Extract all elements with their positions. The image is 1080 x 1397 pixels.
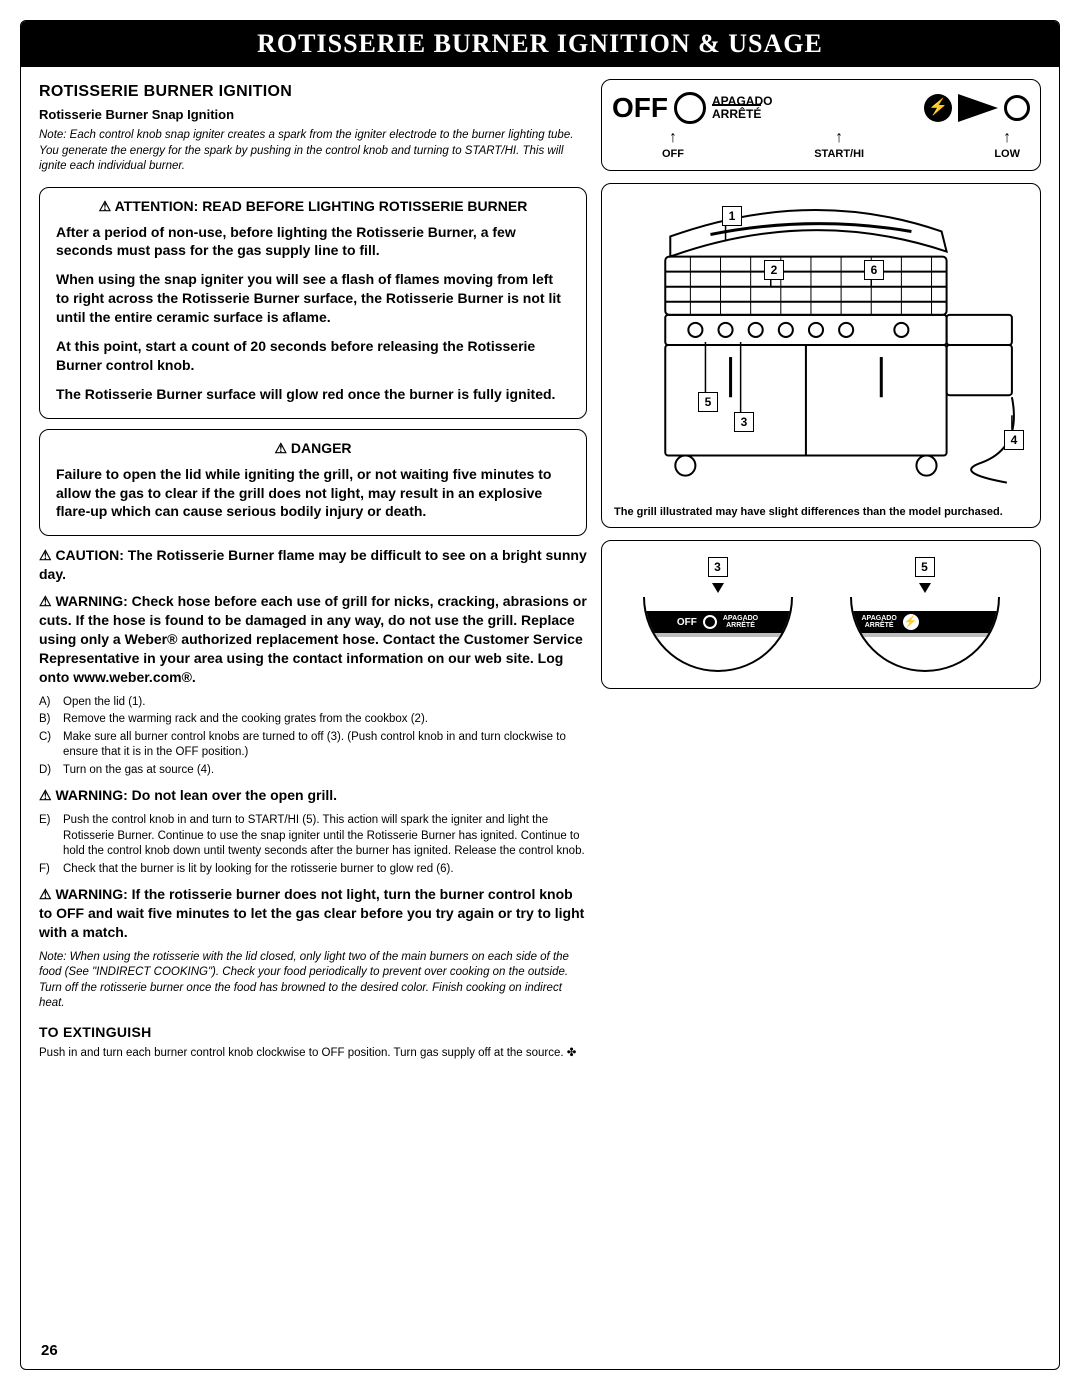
knob-left: 3 OFF APAGADO ARRÊTÉ	[643, 557, 793, 672]
step-a-text: Open the lid (1).	[63, 695, 145, 711]
dial-off-label: OFF	[612, 92, 668, 124]
section-heading: ROTISSERIE BURNER IGNITION	[39, 83, 587, 101]
step-f-text: Check that the burner is lit by looking …	[63, 862, 454, 878]
note-indirect: Note: When using the rotisserie with the…	[39, 950, 587, 1012]
content-columns: ROTISSERIE BURNER IGNITION Rotisserie Bu…	[21, 67, 1059, 1105]
pos-low-label: LOW	[994, 148, 1020, 160]
warning-hose: ⚠ WARNING: Check hose before each use of…	[39, 592, 587, 686]
steps-list-1: A)Open the lid (1). B)Remove the warming…	[39, 695, 587, 779]
attention-p3: At this point, start a count of 20 secon…	[56, 337, 570, 375]
attention-p2: When using the snap igniter you will see…	[56, 270, 570, 327]
grill-line-art	[610, 192, 1032, 502]
triangle-down-icon-2	[919, 583, 931, 593]
dial-positions: ↑OFF ↑START/HI ↑LOW	[610, 124, 1032, 162]
knob-left-num: 3	[708, 557, 728, 577]
sub-heading: Rotisserie Burner Snap Ignition	[39, 107, 587, 122]
page-number: 26	[41, 1342, 58, 1359]
attention-title: ⚠ ATTENTION: READ BEFORE LIGHTING ROTISS…	[56, 198, 570, 215]
knob-right-strip: APAGADO ARRÊTÉ ⚡	[852, 611, 998, 633]
knob-diagram: 3 OFF APAGADO ARRÊTÉ	[601, 540, 1041, 689]
step-b: B)Remove the warming rack and the cookin…	[39, 712, 587, 728]
step-c-text: Make sure all burner control knobs are t…	[63, 730, 587, 761]
dial-multilang: APAGADO ARRÊTÉ	[712, 95, 772, 121]
knob-left-body: OFF APAGADO ARRÊTÉ	[643, 597, 793, 672]
knob-right-arrete: ARRÊTÉ	[865, 622, 894, 629]
step-e: E)Push the control knob in and turn to S…	[39, 813, 587, 860]
flame-icon	[1004, 95, 1030, 121]
dial-arrete: ARRÊTÉ	[712, 104, 761, 121]
danger-box: ⚠ DANGER Failure to open the lid while i…	[39, 429, 587, 537]
knob-right-tiny: APAGADO ARRÊTÉ	[862, 615, 897, 629]
callout-3: 3	[734, 412, 754, 432]
pos-start: ↑START/HI	[814, 130, 864, 160]
callout-6: 6	[864, 260, 884, 280]
page-frame: ROTISSERIE BURNER IGNITION & USAGE ROTIS…	[20, 20, 1060, 1370]
knob-right: 5 APAGADO ARRÊTÉ ⚡	[850, 557, 1000, 672]
grill-diagram: 1 2 6 5 3 4 The grill illustrated may ha…	[601, 183, 1041, 528]
warning-nolite: ⚠ WARNING: If the rotisserie burner does…	[39, 885, 587, 942]
grill-svg: 1 2 6 5 3 4	[610, 192, 1032, 502]
pos-off-label: OFF	[662, 148, 684, 160]
spark-icon: ⚡	[924, 94, 952, 122]
knob-right-num: 5	[915, 557, 935, 577]
pos-off: ↑OFF	[662, 130, 684, 160]
extinguish-text: Push in and turn each burner control kno…	[39, 1046, 587, 1062]
danger-title: ⚠ DANGER	[56, 440, 570, 457]
callout-5: 5	[698, 392, 718, 412]
knob-left-tiny: APAGADO ARRÊTÉ	[723, 615, 758, 629]
danger-p1: Failure to open the lid while igniting t…	[56, 465, 570, 522]
attention-p1: After a period of non-use, before lighti…	[56, 223, 570, 261]
pos-low: ↑LOW	[994, 130, 1020, 160]
attention-p4: The Rotisserie Burner surface will glow …	[56, 385, 570, 404]
step-f: F)Check that the burner is lit by lookin…	[39, 862, 587, 878]
caution-sunny: ⚠ CAUTION: The Rotisserie Burner flame m…	[39, 546, 587, 584]
knob-left-strip: OFF APAGADO ARRÊTÉ	[645, 611, 791, 633]
knob-right-body: APAGADO ARRÊTÉ ⚡	[850, 597, 1000, 672]
right-column: OFF APAGADO ARRÊTÉ ⚡ ↑OFF ↑START/HI ↑LOW	[601, 79, 1041, 1065]
knob-left-arrete: ARRÊTÉ	[726, 622, 755, 629]
dial-row: OFF APAGADO ARRÊTÉ ⚡	[610, 88, 1032, 124]
dial-circle-icon	[674, 92, 706, 124]
pos-start-label: START/HI	[814, 148, 864, 160]
title-bar: ROTISSERIE BURNER IGNITION & USAGE	[21, 21, 1059, 67]
step-a: A)Open the lid (1).	[39, 695, 587, 711]
note-snap-ignition: Note: Each control knob snap igniter cre…	[39, 128, 587, 175]
dial-diagram: OFF APAGADO ARRÊTÉ ⚡ ↑OFF ↑START/HI ↑LOW	[601, 79, 1041, 171]
extinguish-heading: TO EXTINGUISH	[39, 1024, 587, 1040]
grill-note: The grill illustrated may have slight di…	[614, 506, 1028, 519]
step-e-text: Push the control knob in and turn to STA…	[63, 813, 587, 860]
step-d-text: Turn on the gas at source (4).	[63, 763, 214, 779]
step-b-text: Remove the warming rack and the cooking …	[63, 712, 428, 728]
attention-box: ⚠ ATTENTION: READ BEFORE LIGHTING ROTISS…	[39, 187, 587, 419]
triangle-down-icon	[712, 583, 724, 593]
knob-right-spark-icon: ⚡	[903, 614, 919, 630]
knob-left-circle-icon	[703, 615, 717, 629]
knob-row: 3 OFF APAGADO ARRÊTÉ	[610, 549, 1032, 680]
warning-lean: ⚠ WARNING: Do not lean over the open gri…	[39, 786, 587, 805]
steps-list-2: E)Push the control knob in and turn to S…	[39, 813, 587, 877]
callout-2: 2	[764, 260, 784, 280]
left-column: ROTISSERIE BURNER IGNITION Rotisserie Bu…	[39, 79, 587, 1065]
step-c: C)Make sure all burner control knobs are…	[39, 730, 587, 761]
step-d: D)Turn on the gas at source (4).	[39, 763, 587, 779]
wedge-icon	[958, 94, 998, 122]
callout-1: 1	[722, 206, 742, 226]
callout-4: 4	[1004, 430, 1024, 450]
knob-left-off: OFF	[677, 617, 697, 628]
